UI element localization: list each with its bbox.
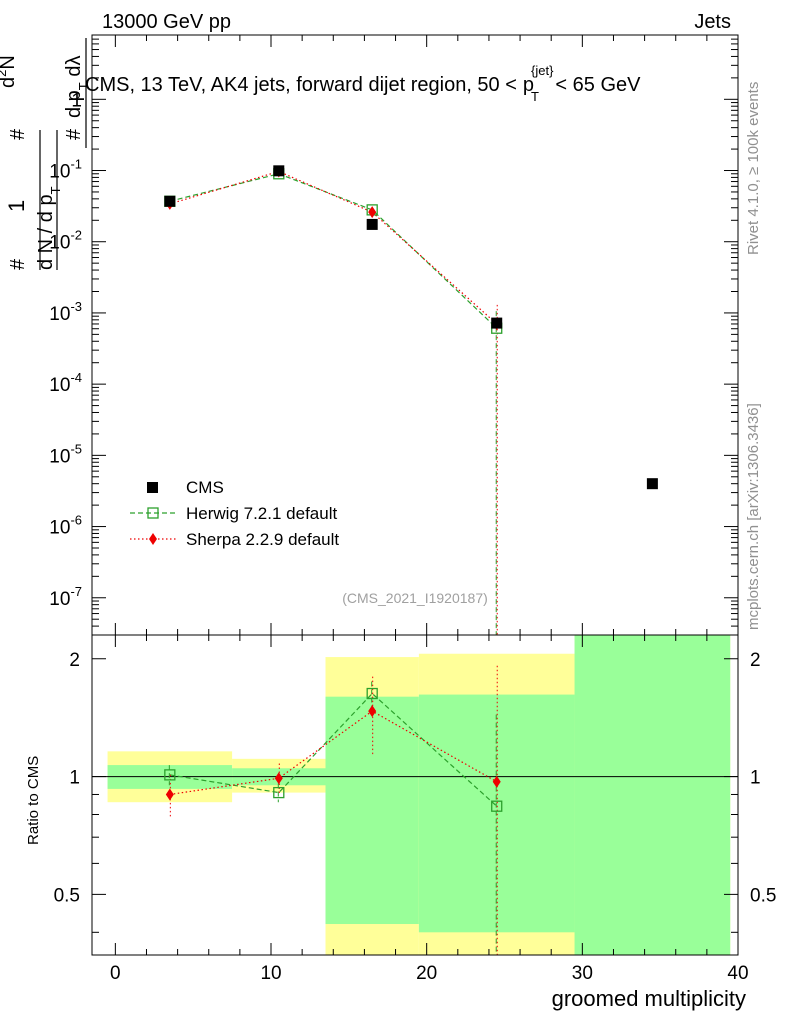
main-y-tick-label-2: 10-2 xyxy=(49,228,82,254)
ratio-y-tick-label-right-2: 2 xyxy=(750,650,761,671)
main-cms-marker-2 xyxy=(366,218,378,230)
main-sherpa-line xyxy=(169,170,498,325)
legend-cms: CMS xyxy=(147,478,224,497)
header-left: 13000 GeV pp xyxy=(102,11,231,33)
x-axis-label: groomed multiplicity xyxy=(552,986,746,1011)
analysis-watermark: (CMS_2021_I1920187) xyxy=(342,590,488,606)
main-y-tick-label-4: 10-4 xyxy=(49,370,82,396)
ratio-sherpa-line xyxy=(169,710,498,796)
markers xyxy=(164,165,658,812)
series-lines xyxy=(169,170,498,807)
legend-sherpa-label: Sherpa 2.2.9 default xyxy=(186,530,339,549)
svg-text:d pT dλ: d pT dλ xyxy=(63,56,91,118)
legend-cms-label: CMS xyxy=(186,478,224,497)
ratio-bands xyxy=(92,635,738,955)
ratio-y-tick-label-left-2: 2 xyxy=(69,650,80,671)
ratio-herwig-marker-1 xyxy=(273,786,285,799)
ratio-sherpa-marker-1 xyxy=(274,772,283,785)
ratio-sherpa-marker-2 xyxy=(368,705,377,718)
x-tick-label-10: 10 xyxy=(260,963,281,984)
x-tick-label-30: 30 xyxy=(572,963,593,984)
ratio-y-tick-label-right-0: 0.5 xyxy=(750,885,776,906)
legend-herwig: Herwig 7.2.1 default xyxy=(130,504,337,523)
main-cms-marker-1 xyxy=(273,165,285,177)
plot-title: CMS, 13 TeV, AK4 jets, forward dijet reg… xyxy=(85,63,641,104)
ratio-herwig-marker-2 xyxy=(366,687,378,700)
axis-ticks xyxy=(92,34,739,955)
header-right: Jets xyxy=(694,11,731,33)
main-y-tick-label-6: 10-6 xyxy=(49,513,82,539)
main-y-tick-label-5: 10-5 xyxy=(49,441,82,467)
svg-text:#: # xyxy=(7,128,29,140)
svg-text:d2N: d2N xyxy=(0,55,19,88)
ratio-band-inner-4 xyxy=(574,635,731,955)
ratio-sherpa-marker-0 xyxy=(165,788,174,801)
legend: CMS Herwig 7.2.1 default Sherpa 2.2.9 de… xyxy=(130,478,339,549)
ratio-herwig-marker-3 xyxy=(491,800,503,812)
main-y-tick-label-1: 10-1 xyxy=(49,157,82,183)
svg-text:#: # xyxy=(63,128,85,140)
main-cms-marker-3 xyxy=(491,317,503,329)
axis-labels: 0 10 20 30 40 1 10-1 10-2 10-3 10-4 10-5 10-6 10-7 0.… xyxy=(49,90,776,984)
ratio-y-tick-label-left-1: 1 xyxy=(69,768,80,789)
main-cms-marker-0 xyxy=(164,195,176,207)
ratio-sherpa-marker-3 xyxy=(492,775,501,788)
ratio-herwig-line xyxy=(169,692,498,807)
ratio-y-tick-label-left-0: 0.5 xyxy=(54,885,80,906)
main-herwig-line xyxy=(169,173,498,329)
mcplots-label: mcplots.cern.ch [arXiv:1306.3436] xyxy=(745,403,762,630)
x-tick-label-40: 40 xyxy=(727,963,748,984)
ratio-y-tick-label-right-1: 1 xyxy=(750,768,761,789)
legend-sherpa: Sherpa 2.2.9 default xyxy=(130,530,339,549)
legend-herwig-label: Herwig 7.2.1 default xyxy=(186,504,337,523)
main-y-tick-label-3: 10-3 xyxy=(49,299,82,325)
x-tick-label-0: 0 xyxy=(110,963,121,984)
ratio-band-inner-2 xyxy=(325,696,419,925)
svg-text:d N / d pT: d N / d pT xyxy=(35,186,63,270)
x-tick-label-20: 20 xyxy=(416,963,437,984)
ratio-plot-frame xyxy=(91,634,739,956)
main-cms-marker-4 xyxy=(646,478,658,490)
svg-text:1: 1 xyxy=(4,200,29,212)
main-y-tick-label-7: 10-7 xyxy=(49,584,82,610)
rivet-version-label: Rivet 4.1.0, ≥ 100k events xyxy=(745,81,762,255)
main-y-tick-label-0: 1 xyxy=(71,90,82,111)
svg-text:#: # xyxy=(7,258,29,270)
ratio-y-axis-label: Ratio to CMS xyxy=(25,756,42,845)
ratio-herwig-marker-0 xyxy=(164,769,176,781)
main-sherpa-marker-2 xyxy=(368,206,377,219)
